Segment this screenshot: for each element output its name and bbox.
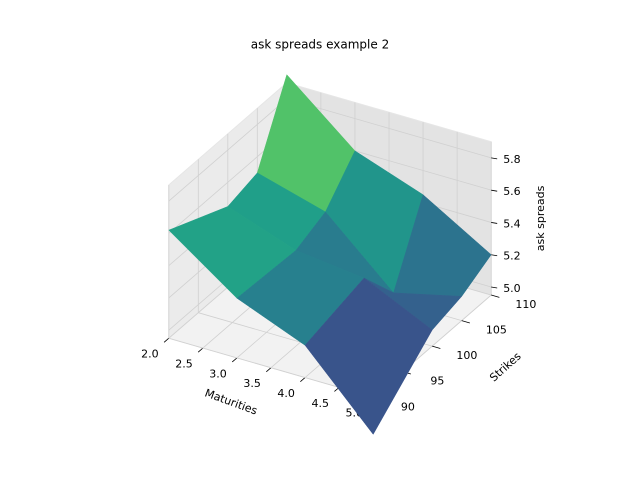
tick-mark bbox=[432, 345, 441, 349]
surface-patch bbox=[304, 277, 433, 435]
tick-mark bbox=[231, 357, 238, 363]
z-tick-label: 5.2 bbox=[503, 250, 521, 263]
tick-mark bbox=[491, 286, 498, 289]
z-tick-label: 5.8 bbox=[503, 153, 521, 166]
z-tick-label: 5.4 bbox=[503, 217, 521, 230]
y-tick-label: 105 bbox=[486, 324, 507, 337]
y-tick-label: 95 bbox=[430, 375, 444, 388]
tick-mark bbox=[491, 157, 498, 160]
tick-mark bbox=[491, 254, 498, 257]
x-tick-label: 3.5 bbox=[243, 377, 261, 390]
y-tick-label: 90 bbox=[401, 400, 415, 413]
x-tick-label: 3.0 bbox=[209, 367, 227, 380]
x-tick-label: 4.5 bbox=[311, 397, 329, 410]
tick-mark bbox=[491, 294, 500, 298]
tick-mark bbox=[491, 189, 498, 192]
x-tick-label: 2.0 bbox=[141, 348, 159, 361]
x-tick-label: 2.5 bbox=[175, 357, 193, 370]
tick-mark bbox=[197, 347, 204, 353]
tick-mark bbox=[491, 222, 498, 224]
grid-line bbox=[286, 98, 492, 159]
grid-line bbox=[168, 98, 288, 202]
z-tick-label: 5.0 bbox=[503, 282, 521, 295]
y-tick-label: 110 bbox=[515, 298, 536, 311]
tick-mark bbox=[300, 377, 306, 382]
z-axis-label: ask spreads bbox=[534, 185, 547, 251]
y-tick-label: 100 bbox=[456, 349, 477, 362]
tick-mark bbox=[461, 320, 470, 324]
z-tick-label: 5.6 bbox=[503, 185, 521, 198]
tick-mark bbox=[266, 367, 272, 373]
x-tick-label: 4.0 bbox=[277, 387, 295, 400]
chart-title: ask spreads example 2 bbox=[251, 38, 389, 52]
tick-mark bbox=[163, 337, 170, 343]
